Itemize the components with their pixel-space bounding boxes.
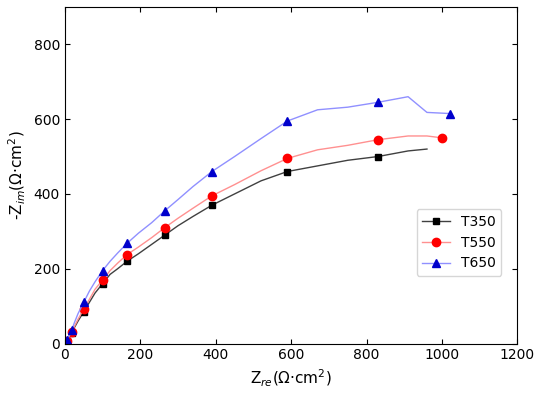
T650: [424, 110, 430, 115]
T650: [68, 328, 75, 333]
T550: [314, 147, 321, 152]
T550: [114, 261, 121, 265]
T650: [162, 208, 168, 213]
T550: [209, 193, 215, 198]
T650: [86, 289, 93, 293]
T350: [63, 340, 69, 345]
T350: [71, 326, 78, 330]
T550: [424, 133, 430, 138]
T650: [71, 321, 78, 326]
T350: [175, 223, 181, 228]
T350: [314, 164, 321, 168]
T650: [258, 136, 264, 141]
T350: [124, 259, 130, 264]
T550: [345, 143, 351, 148]
T350: [424, 147, 430, 151]
T650: [135, 231, 141, 236]
T650: [114, 251, 121, 255]
T350: [345, 158, 351, 163]
T350: [209, 203, 215, 208]
T350: [405, 148, 411, 153]
T550: [62, 341, 69, 345]
T650: [405, 94, 411, 99]
T350: [114, 267, 121, 271]
T550: [64, 338, 70, 343]
T550: [135, 245, 141, 249]
T550: [149, 235, 155, 240]
Line: T350: T350: [62, 146, 430, 346]
Line: T650: T650: [61, 93, 454, 347]
T650: [107, 259, 113, 264]
T350: [375, 154, 381, 159]
T350: [65, 337, 72, 341]
T350: [67, 335, 73, 339]
T550: [71, 324, 78, 329]
T650: [64, 337, 70, 342]
T350: [62, 341, 68, 346]
T650: [314, 107, 321, 112]
T550: [62, 341, 68, 346]
T550: [124, 252, 130, 257]
T350: [258, 179, 264, 183]
T650: [65, 335, 72, 340]
T650: [209, 169, 215, 174]
T550: [65, 337, 72, 341]
T650: [67, 333, 73, 337]
T550: [284, 156, 291, 161]
T350: [284, 169, 291, 174]
T350: [231, 192, 238, 196]
T650: [92, 280, 98, 284]
T650: [190, 184, 196, 189]
T650: [175, 197, 181, 202]
T650: [63, 339, 69, 344]
T650: [62, 341, 69, 345]
T550: [67, 335, 73, 339]
T550: [375, 137, 381, 142]
T350: [162, 233, 168, 238]
T550: [107, 268, 113, 273]
Line: T550: T550: [61, 132, 446, 347]
T650: [75, 311, 81, 316]
T350: [68, 331, 75, 335]
T650: [124, 241, 130, 246]
T350: [190, 214, 196, 219]
T550: [162, 225, 168, 230]
T550: [75, 317, 81, 322]
T550: [190, 206, 196, 211]
Y-axis label: -Z$_{im}$(Ω·cm$^2$): -Z$_{im}$(Ω·cm$^2$): [7, 130, 28, 220]
T650: [62, 341, 68, 346]
T550: [92, 287, 98, 292]
T550: [63, 340, 69, 345]
T550: [231, 182, 238, 187]
T550: [99, 278, 106, 282]
T650: [375, 100, 381, 105]
T550: [68, 330, 75, 335]
T350: [107, 272, 113, 277]
T350: [149, 242, 155, 247]
T650: [447, 111, 453, 116]
T650: [284, 119, 291, 124]
T350: [86, 300, 93, 305]
T550: [80, 307, 87, 312]
T550: [175, 216, 181, 221]
T650: [345, 105, 351, 110]
T650: [149, 220, 155, 225]
T350: [64, 338, 70, 343]
T550: [86, 297, 93, 302]
T650: [99, 268, 106, 273]
T650: [80, 300, 87, 305]
T350: [99, 281, 106, 286]
T550: [439, 135, 446, 140]
T350: [92, 291, 98, 295]
Legend: T350, T550, T650: T350, T550, T650: [417, 209, 501, 276]
T350: [80, 309, 87, 314]
T650: [231, 154, 238, 159]
X-axis label: Z$_{re}$(Ω·cm$^2$): Z$_{re}$(Ω·cm$^2$): [250, 368, 332, 389]
T550: [405, 133, 411, 138]
T350: [135, 251, 141, 256]
T350: [62, 341, 69, 345]
T550: [258, 168, 264, 173]
T350: [75, 319, 81, 324]
